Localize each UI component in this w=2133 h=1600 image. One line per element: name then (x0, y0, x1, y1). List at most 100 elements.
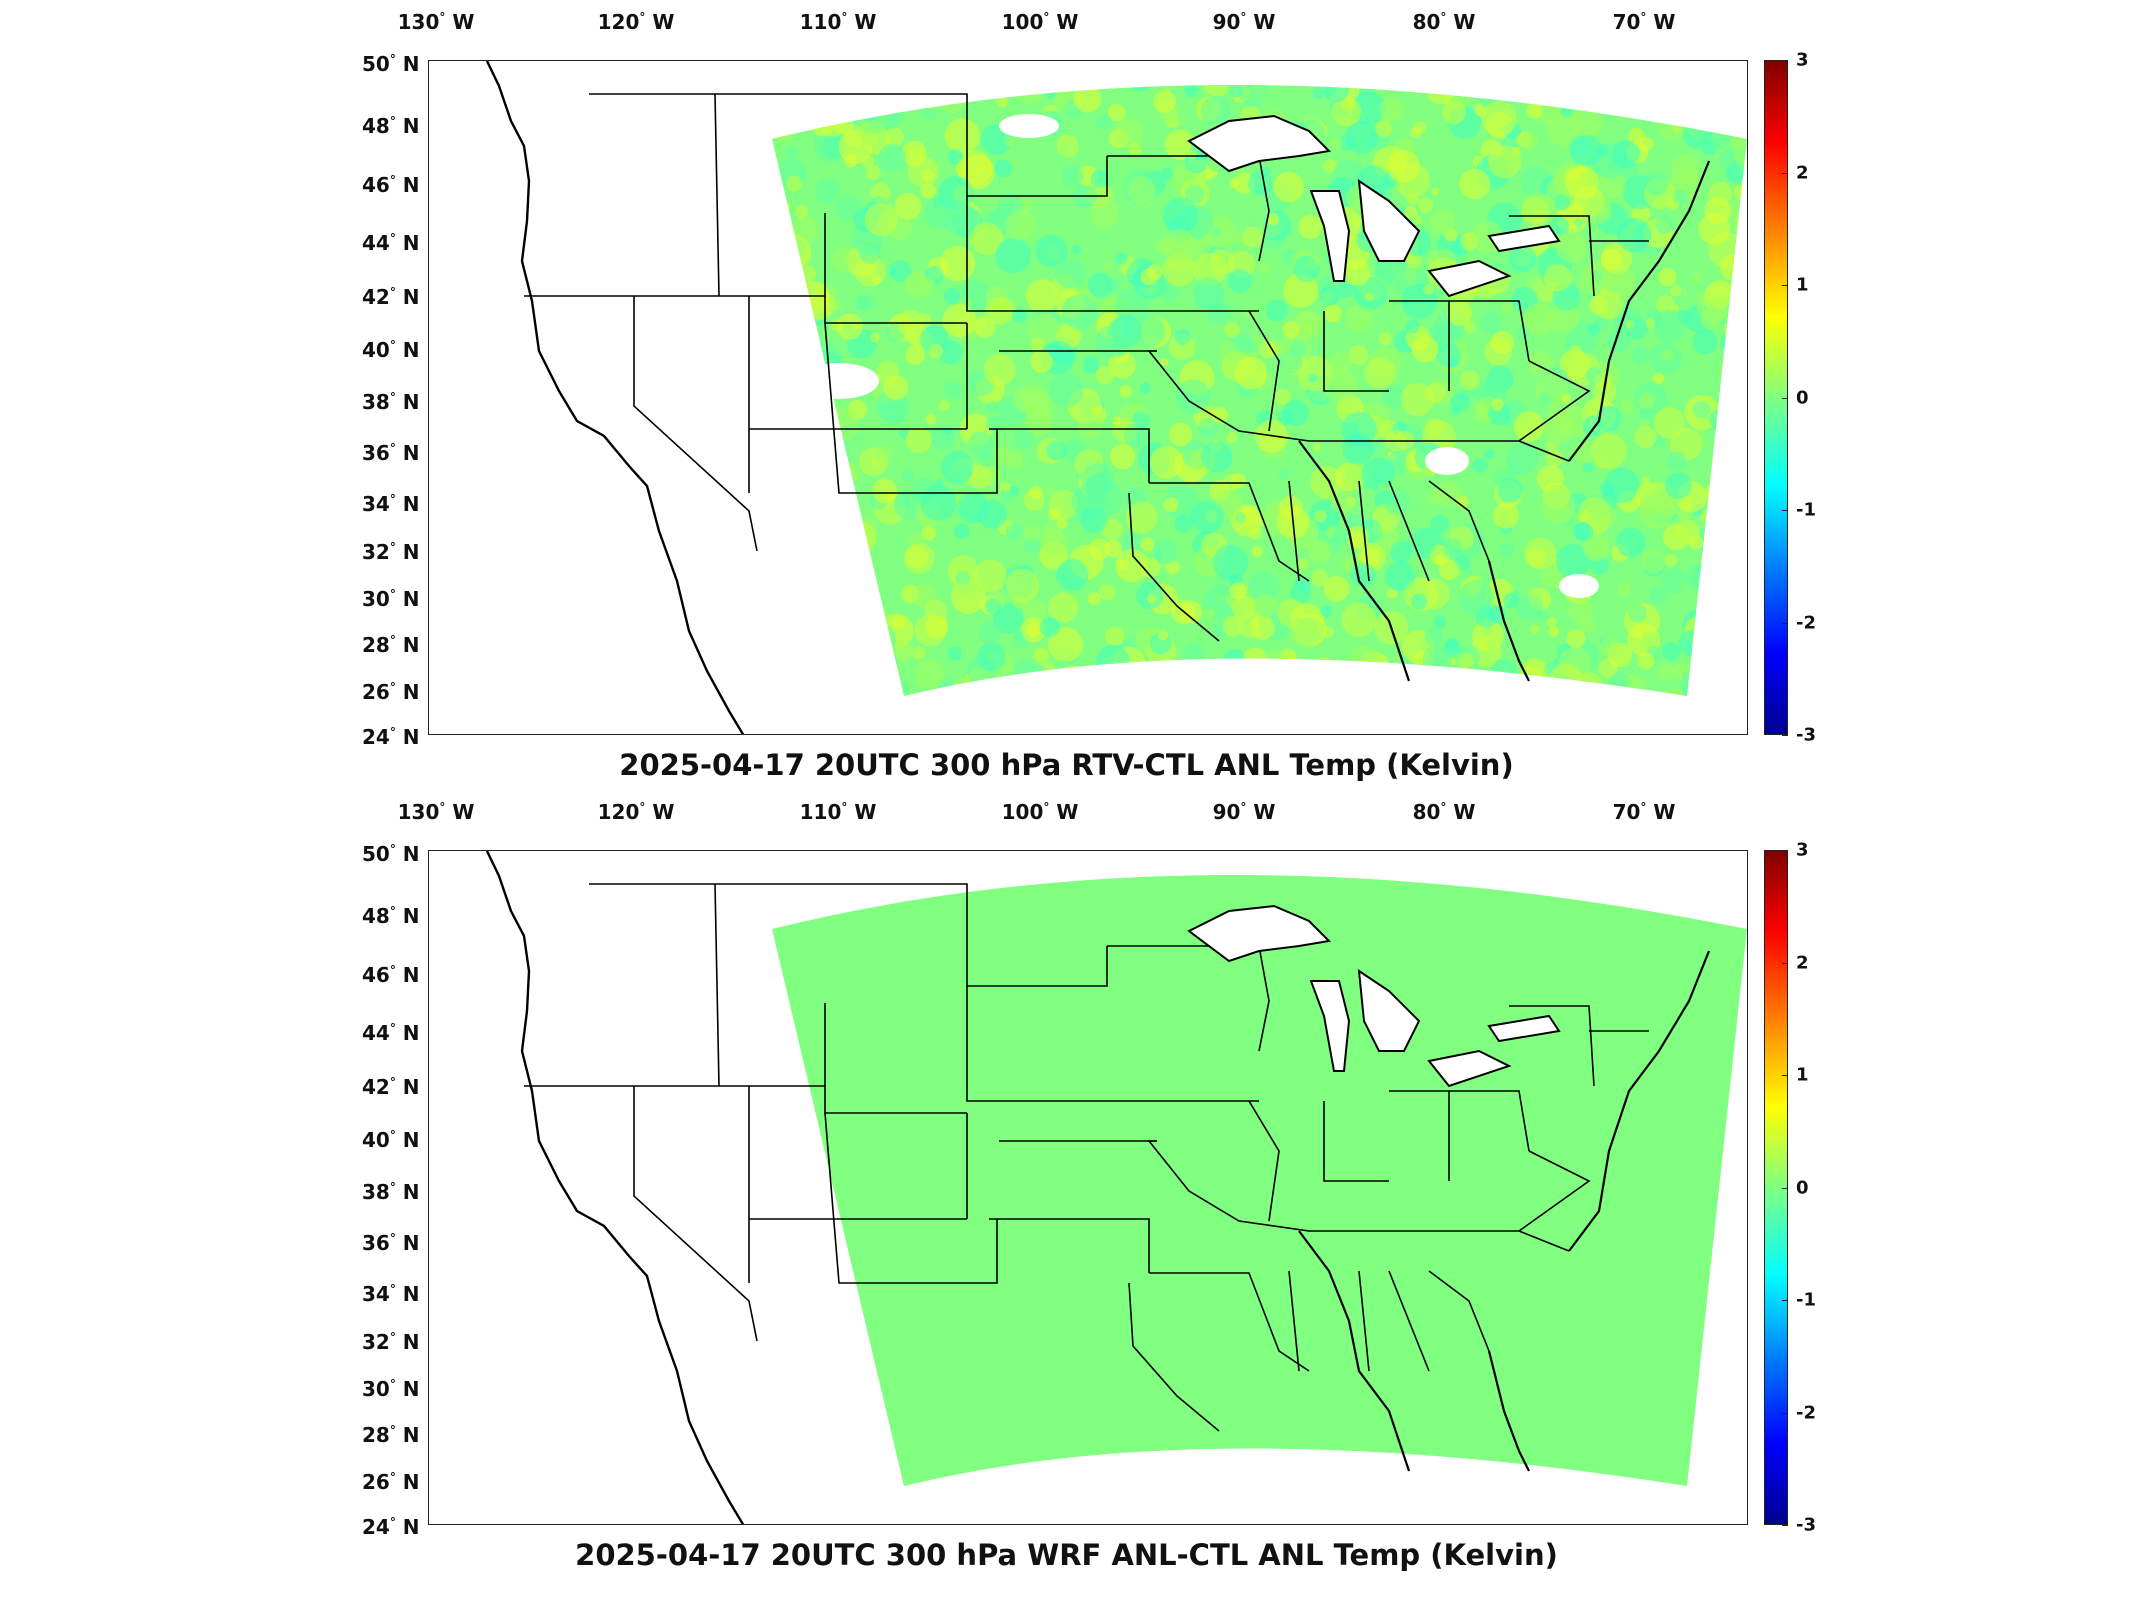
great-lake (1357, 968, 1421, 1052)
longitude-label: 120° W (597, 10, 675, 34)
map-panel-top: 130° W 120° W 110° W 100° W 90° W 80° W 70° W … (362, 10, 1816, 782)
latitude-label: 46° N (362, 173, 420, 197)
state-border (1323, 311, 1389, 392)
longitude-label: 100° W (1001, 800, 1079, 824)
panel-title: 2025-04-17 20UTC 300 hPa RTV-CTL ANL Tem… (619, 748, 1514, 782)
state-border (1323, 1101, 1389, 1182)
longitude-label: 90° W (1212, 800, 1276, 824)
atlantic-coast (1568, 160, 1711, 462)
state-border (1147, 350, 1310, 442)
latitude-label: 44° N (362, 1021, 420, 1045)
state-border (824, 1112, 998, 1284)
longitude-label: 80° W (1412, 10, 1476, 34)
state-border (989, 1218, 1150, 1273)
latitude-label: 30° N (362, 1377, 420, 1401)
latitude-label: 30° N (362, 587, 420, 611)
great-lake (1309, 190, 1351, 282)
latitude-label: 26° N (362, 1470, 420, 1494)
longitude-label: 100° W (1001, 10, 1079, 34)
colorbar-tick-mark (1782, 510, 1788, 511)
colorbar-tick-mark (1782, 1300, 1788, 1301)
state-border (1248, 310, 1280, 432)
latitude-label: 40° N (362, 338, 420, 362)
latitude-label: 50° N (362, 842, 420, 866)
state-border (1388, 1270, 1430, 1372)
state-border (1107, 945, 1270, 1052)
colorbar-tick-mark (1782, 1187, 1788, 1189)
colorbar-tick-label: -3 (1796, 1514, 1816, 1536)
longitude-label: 90° W (1212, 10, 1276, 34)
map-svg (485, 61, 1747, 734)
great-lake (1357, 178, 1421, 262)
great-lake (1487, 224, 1561, 253)
colorbar-tick-mark (1782, 1525, 1788, 1526)
longitude-label: 120° W (597, 800, 675, 824)
state-border (1518, 360, 1591, 442)
west-coastline (485, 61, 745, 734)
west-coastline (485, 851, 745, 1524)
colorbar-tick-label: 3 (1796, 839, 1809, 861)
state-border (966, 986, 1099, 1102)
colorbar-tick-mark (1782, 850, 1788, 851)
colorbar-tick-label: -1 (1796, 499, 1816, 521)
colorbar-tick-label: 0 (1796, 1177, 1809, 1198)
state-border (1288, 1270, 1300, 1372)
longitude-label: 130° W (397, 800, 475, 824)
state-border (1358, 480, 1370, 582)
colorbar-tick-mark (1782, 1075, 1788, 1076)
state-border (1128, 492, 1220, 642)
state-border (824, 322, 998, 494)
latitude-label: 28° N (362, 633, 420, 657)
latitude-label: 26° N (362, 680, 420, 704)
longitude-label: 70° W (1612, 10, 1676, 34)
state-border (1518, 1150, 1591, 1232)
colorbar-tick-label: -2 (1796, 1402, 1816, 1423)
state-border (967, 156, 1108, 197)
latitude-label: 24° N (362, 725, 420, 749)
colorbar-tick-label: -3 (1796, 724, 1816, 746)
state-border (966, 196, 1099, 312)
colorbar-tick-label: 2 (1796, 952, 1809, 973)
latitude-label: 38° N (362, 390, 420, 414)
state-border (1509, 1005, 1595, 1087)
longitude-label: 110° W (799, 800, 877, 824)
latitude-label: 44° N (362, 231, 420, 255)
state-border (1128, 1282, 1220, 1432)
east-coastline (1298, 440, 1411, 682)
state-border (967, 946, 1108, 987)
longitude-label: 70° W (1612, 800, 1676, 824)
colorbar-tick-label: 3 (1796, 49, 1809, 71)
east-coastline (1298, 1230, 1411, 1472)
state-border (1428, 480, 1490, 562)
state-border (714, 883, 720, 1087)
colorbar-tick-label: 1 (1796, 274, 1809, 296)
latitude-label: 42° N (362, 285, 420, 309)
state-border (633, 296, 758, 552)
colorbar-tick-label: 2 (1796, 162, 1809, 183)
colorbar-tick-mark (1782, 172, 1788, 174)
latitude-label: 28° N (362, 1423, 420, 1447)
state-border (1288, 480, 1300, 582)
latitude-label: 36° N (362, 441, 420, 465)
colorbar-tick-mark (1782, 285, 1788, 286)
state-border (1428, 1270, 1490, 1352)
state-border (1147, 1140, 1310, 1232)
state-border (714, 93, 720, 297)
latitude-label: 24° N (362, 1515, 420, 1539)
latitude-label: 42° N (362, 1075, 420, 1099)
panel-title: 2025-04-17 20UTC 300 hPa WRF ANL-CTL ANL… (575, 1538, 1558, 1572)
colorbar-tick-mark (1782, 397, 1788, 399)
latitude-label: 34° N (362, 1282, 420, 1306)
state-border (1149, 482, 1310, 582)
analysis-domain (772, 875, 1747, 1486)
florida-coast (1487, 560, 1530, 682)
state-border (1449, 300, 1530, 362)
state-border (1388, 480, 1430, 582)
colorbar-tick-label: -2 (1796, 612, 1816, 633)
map-panel-bottom: 130° W 120° W 110° W 100° W 90° W 80° W 70° W … (0, 790, 2133, 1590)
latitude-label: 40° N (362, 1128, 420, 1152)
state-border (1449, 1090, 1530, 1152)
colorbar-tick-mark (1782, 962, 1788, 964)
state-border (1248, 1100, 1280, 1222)
longitude-label: 80° W (1412, 800, 1476, 824)
